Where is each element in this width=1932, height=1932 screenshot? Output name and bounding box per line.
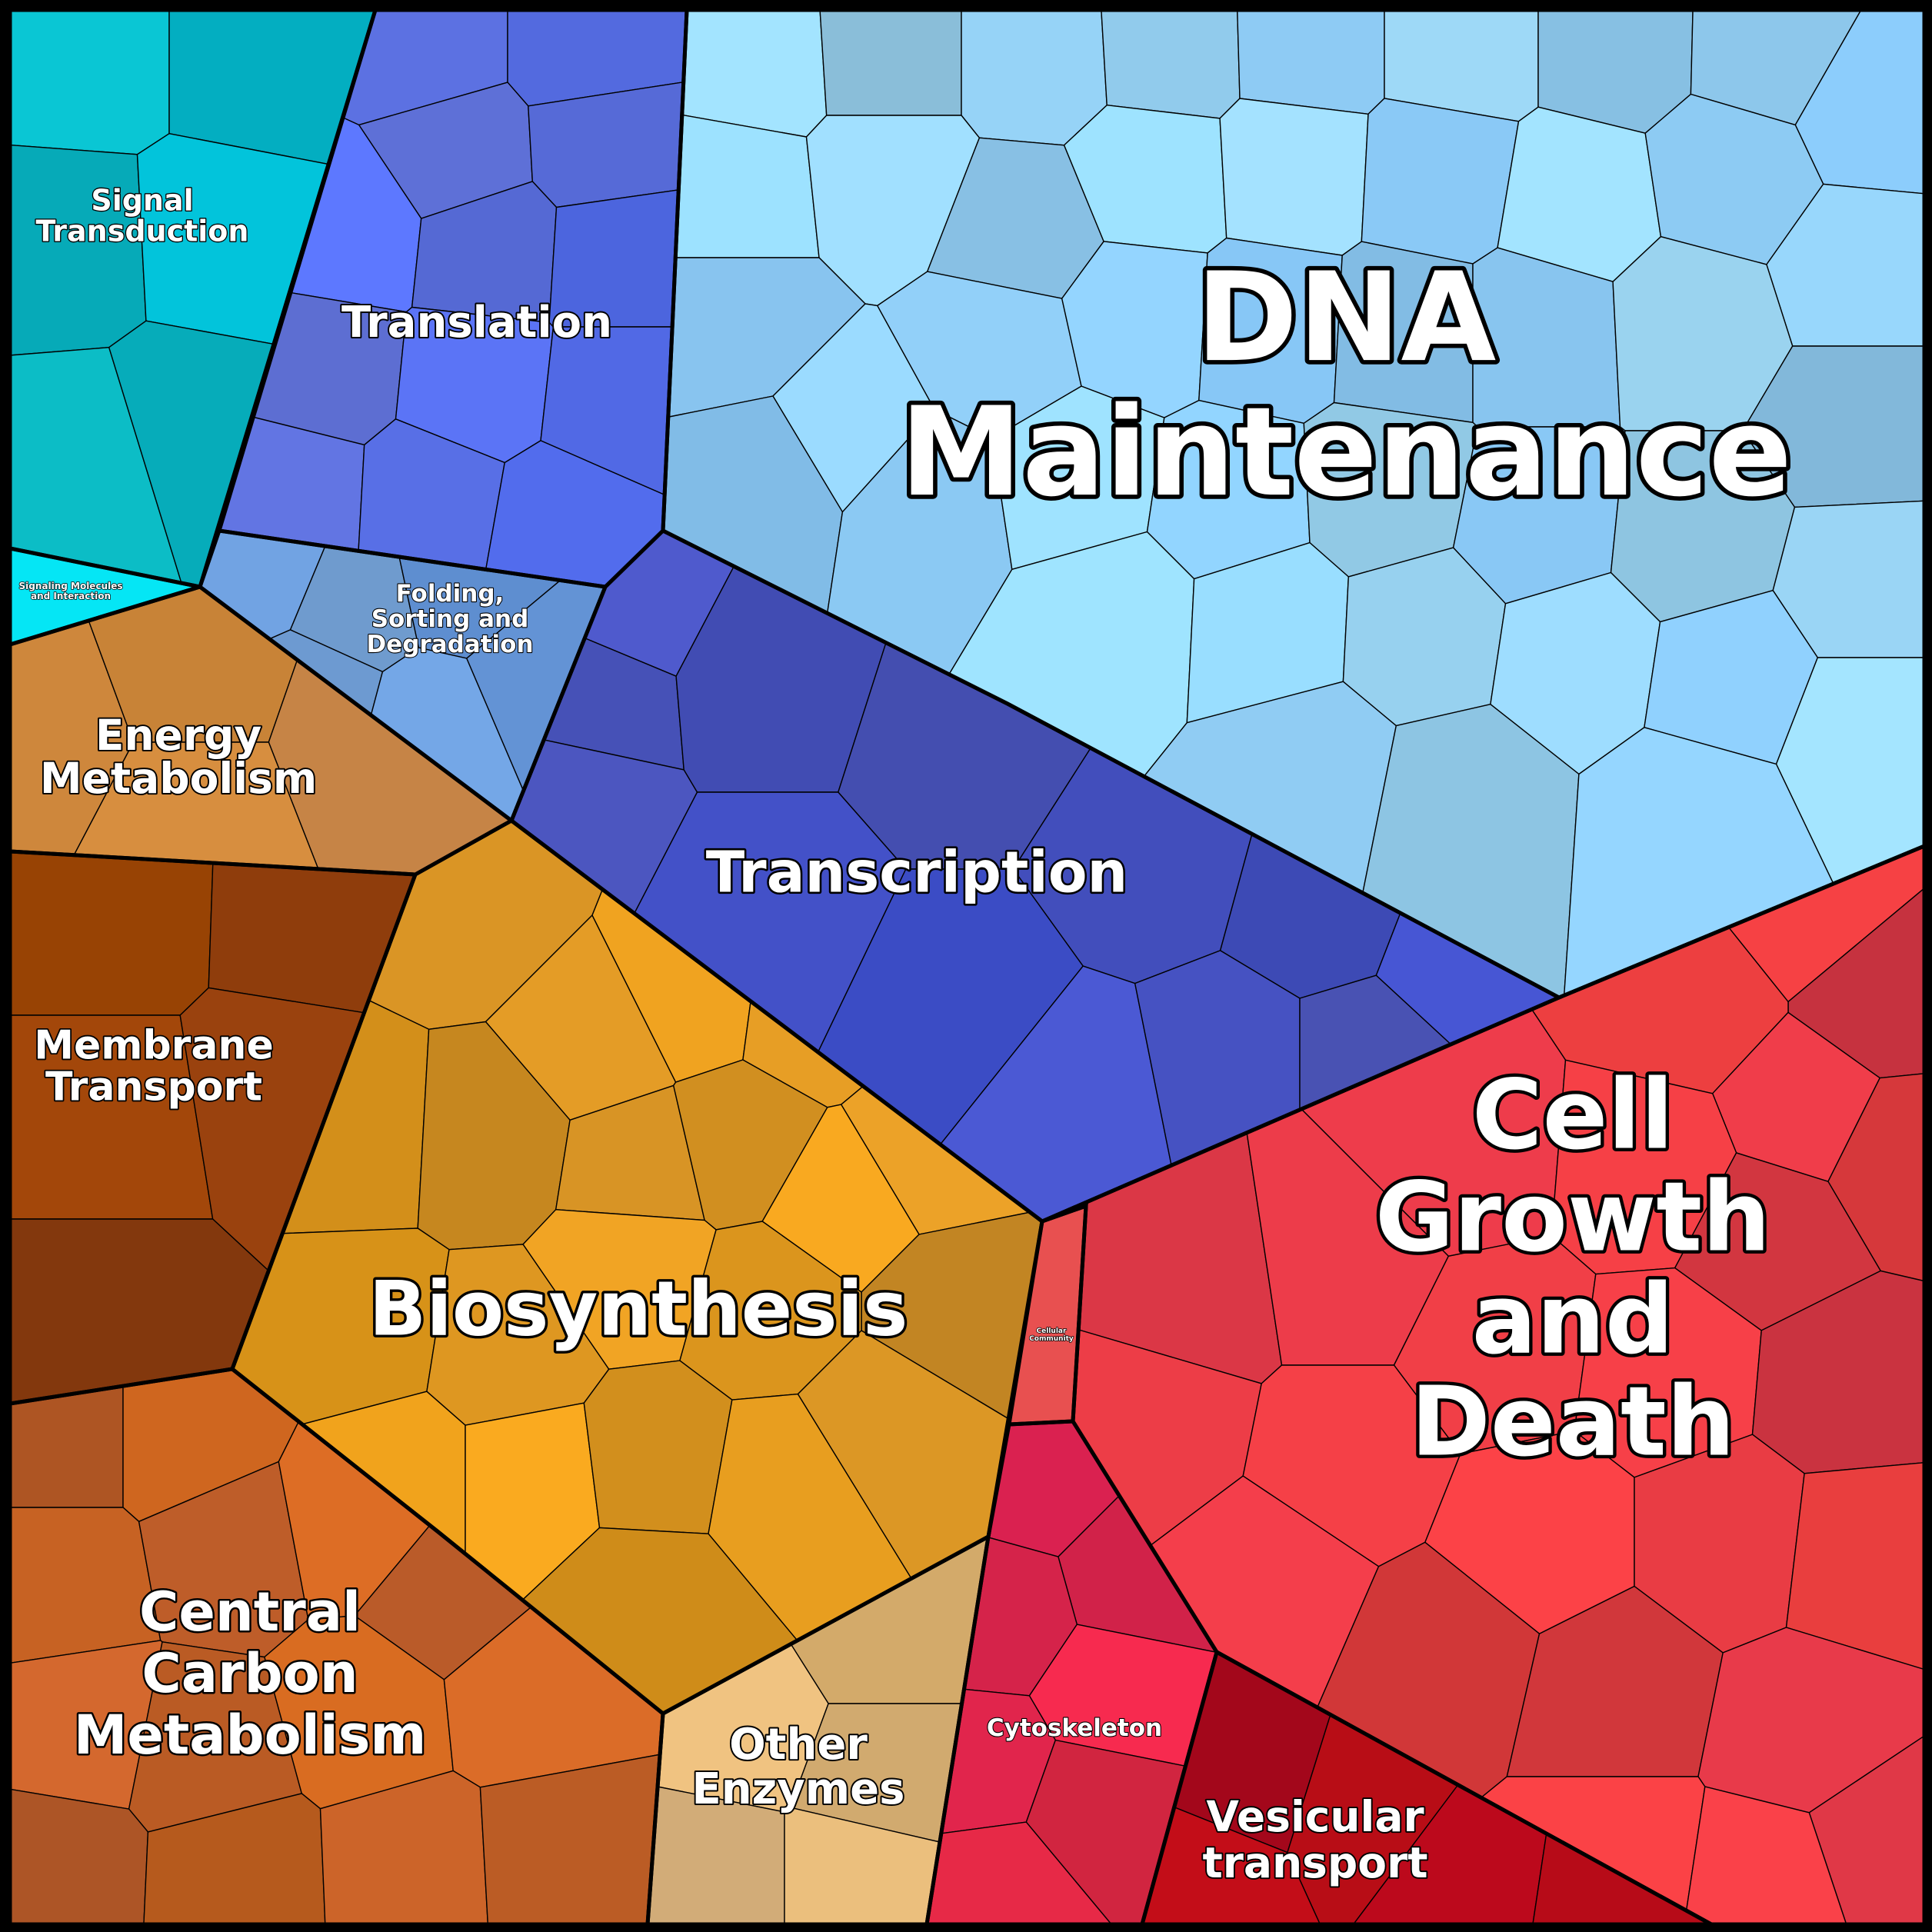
- label-line: Metabolism: [40, 754, 317, 803]
- label-line: Transduction: [36, 215, 249, 248]
- subcell: [10, 1507, 162, 1664]
- label-line: Cytoskeleton: [987, 1714, 1162, 1742]
- region-fill: [1009, 1206, 1086, 1424]
- subcell: [819, 10, 962, 116]
- label-line: Cell: [1472, 1060, 1674, 1171]
- region-label-dna-maintenance: DNA Maintenance: [900, 245, 1792, 524]
- subcell: [1683, 1786, 1849, 1924]
- subcell: [208, 851, 415, 1023]
- region-signal-transduction: [10, 10, 375, 587]
- region-cellular-community: [1009, 1206, 1086, 1424]
- subcell: [10, 851, 215, 1016]
- label-line: and Interaction: [31, 591, 111, 601]
- region-label-other-enzymes: Other Enzymes: [692, 1720, 905, 1814]
- label-line: Other: [729, 1720, 868, 1770]
- region-label-folding: Folding, Sorting and Degradation: [366, 580, 533, 658]
- label-line: Maintenance: [900, 380, 1792, 524]
- label-line: Growth: [1375, 1162, 1770, 1274]
- subcell: [927, 1821, 1116, 1924]
- label-line: Central: [139, 1581, 361, 1644]
- label-line: and: [1472, 1264, 1674, 1376]
- subcell: [1100, 10, 1241, 119]
- region-signaling-molecules: [10, 548, 200, 645]
- region-label-cytoskeleton: Cytoskeleton: [987, 1714, 1162, 1742]
- label-line: Transport: [45, 1064, 262, 1111]
- subcell: [1361, 98, 1520, 265]
- label-line: Degradation: [366, 631, 533, 658]
- subcell: [10, 10, 170, 155]
- label-line: Metabolism: [74, 1704, 427, 1767]
- region-label-cellular-community: Cellular Community: [1029, 1327, 1074, 1343]
- label-line: Translation: [341, 298, 612, 348]
- subcell: [1219, 98, 1369, 256]
- region-label-transcription: Transcription: [706, 840, 1128, 906]
- label-line: Membrane: [34, 1023, 273, 1069]
- subcell: [479, 1752, 663, 1924]
- region-label-membrane-transport: Membrane Transport: [34, 1023, 273, 1111]
- subcell: [1236, 10, 1385, 115]
- region-label-signaling-molecules: Signaling Molecules and Interaction: [18, 581, 122, 601]
- label-line: Transcription: [706, 840, 1128, 906]
- region-fill: [10, 548, 200, 645]
- subcell: [61, 741, 323, 874]
- label-line: Death: [1411, 1367, 1735, 1478]
- label-line: Community: [1029, 1335, 1074, 1343]
- label-line: Cellular: [1037, 1327, 1067, 1335]
- label-line: transport: [1203, 1838, 1428, 1887]
- label-line: Signal: [91, 184, 193, 218]
- region-label-signal-transduction: Signal Transduction: [36, 184, 249, 248]
- label-line: Carbon: [142, 1642, 358, 1705]
- label-line: Biosynthesis: [369, 1265, 908, 1353]
- label-layer: DNA Maintenance Transcription Translation Fo…: [18, 182, 1797, 1888]
- label-line: Vesicular: [1206, 1792, 1424, 1841]
- region-label-translation: Translation: [341, 298, 612, 348]
- label-line: Energy: [95, 711, 261, 760]
- subcell: [961, 10, 1108, 146]
- label-line: Sorting and: [371, 605, 529, 633]
- region-label-central-carbon: Central Carbon Metabolism: [74, 1581, 427, 1767]
- label-line: Enzymes: [692, 1764, 905, 1814]
- subcell: [1142, 1791, 1323, 1924]
- subcell: [1808, 1732, 1924, 1924]
- subcell: [168, 10, 375, 175]
- subcell: [10, 144, 147, 357]
- region-label-vesicular-transport: Vesicular transport: [1203, 1792, 1428, 1887]
- label-line: Signaling Molecules: [18, 581, 122, 591]
- cell-layer: [10, 10, 1924, 1924]
- subcell: [10, 1787, 149, 1924]
- subcell: [583, 1360, 733, 1534]
- label-line: Folding,: [396, 580, 505, 608]
- region-label-energy-metabolism: Energy Metabolism: [40, 711, 317, 803]
- region-label-cell-growth: Cell Growth and Death: [1375, 1060, 1770, 1478]
- region-central-carbon: [10, 1369, 663, 1924]
- label-line: DNA: [1196, 245, 1497, 389]
- region-label-biosynthesis: Biosynthesis: [369, 1265, 908, 1353]
